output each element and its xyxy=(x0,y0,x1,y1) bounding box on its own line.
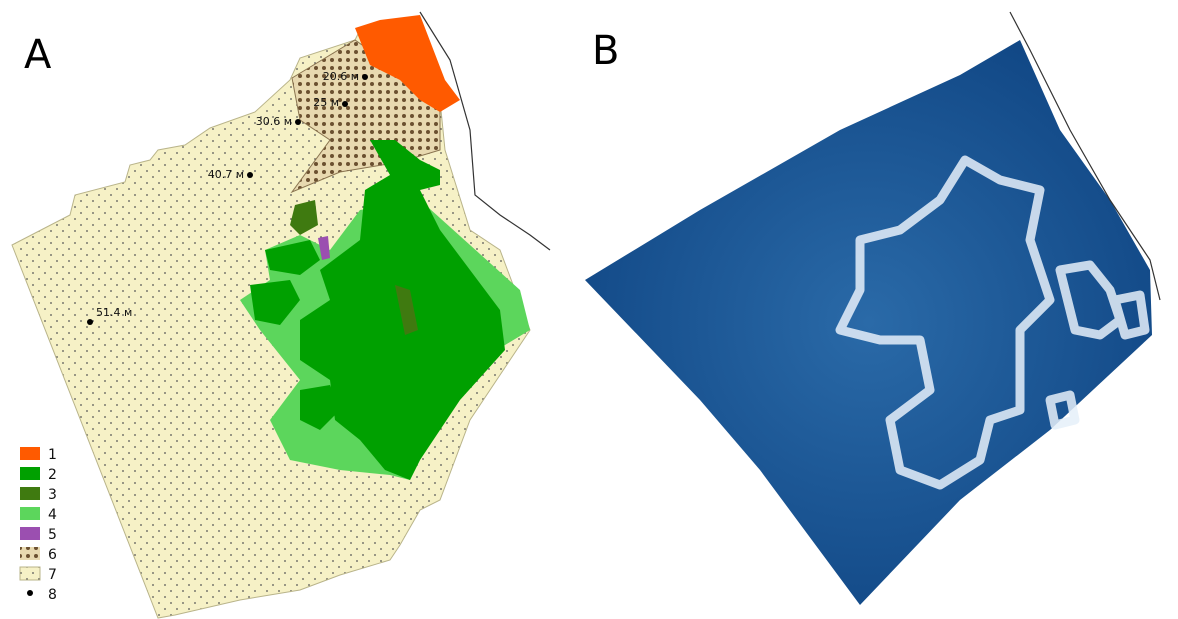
legend: 1 2 3 4 5 6 7 8 xyxy=(20,447,57,603)
depth-label: 30.6 м xyxy=(256,115,292,128)
legend-swatch xyxy=(20,567,40,580)
legend-label: 4 xyxy=(48,507,57,523)
legend-swatch xyxy=(20,527,40,540)
legend-swatch xyxy=(20,447,40,460)
legend-label: 8 xyxy=(48,587,57,603)
depth-label: 51.4 м xyxy=(96,306,132,319)
legend-swatch xyxy=(20,547,40,560)
legend-swatch xyxy=(20,487,40,500)
depth-label: 25 м xyxy=(313,96,339,109)
figure: 20.6 м 25 м 30.6 м 40.7 м 51.4 м A 1 2 3… xyxy=(0,0,1178,619)
station xyxy=(295,119,301,125)
station xyxy=(362,74,368,80)
panel-label: A xyxy=(24,32,52,78)
station xyxy=(87,319,93,325)
map-a: 20.6 м 25 м 30.6 м 40.7 м 51.4 м A xyxy=(12,12,550,618)
legend-label: 5 xyxy=(48,527,57,543)
panel-label: B xyxy=(592,28,619,74)
station xyxy=(342,101,348,107)
legend-label: 6 xyxy=(48,547,57,563)
station xyxy=(247,172,253,178)
legend-label: 7 xyxy=(48,567,57,583)
depth-label: 40.7 м xyxy=(208,168,244,181)
map-b: B xyxy=(585,12,1160,605)
legend-label: 2 xyxy=(48,467,57,483)
depth-label: 20.6 м xyxy=(323,70,359,83)
legend-swatch xyxy=(20,467,40,480)
legend-swatch xyxy=(27,590,33,596)
legend-label: 1 xyxy=(48,447,57,463)
legend-label: 3 xyxy=(48,487,57,503)
legend-swatch xyxy=(20,507,40,520)
